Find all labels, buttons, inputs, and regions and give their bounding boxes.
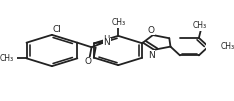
Text: O: O — [147, 26, 154, 35]
Text: O: O — [84, 57, 91, 66]
Text: Cl: Cl — [52, 25, 61, 34]
Text: N: N — [148, 50, 155, 60]
Text: CH₃: CH₃ — [111, 18, 125, 27]
Text: CH₃: CH₃ — [0, 54, 14, 63]
Text: H: H — [103, 35, 110, 44]
Text: CH₃: CH₃ — [193, 21, 207, 30]
Text: N: N — [103, 38, 110, 47]
Text: CH₃: CH₃ — [221, 42, 234, 51]
